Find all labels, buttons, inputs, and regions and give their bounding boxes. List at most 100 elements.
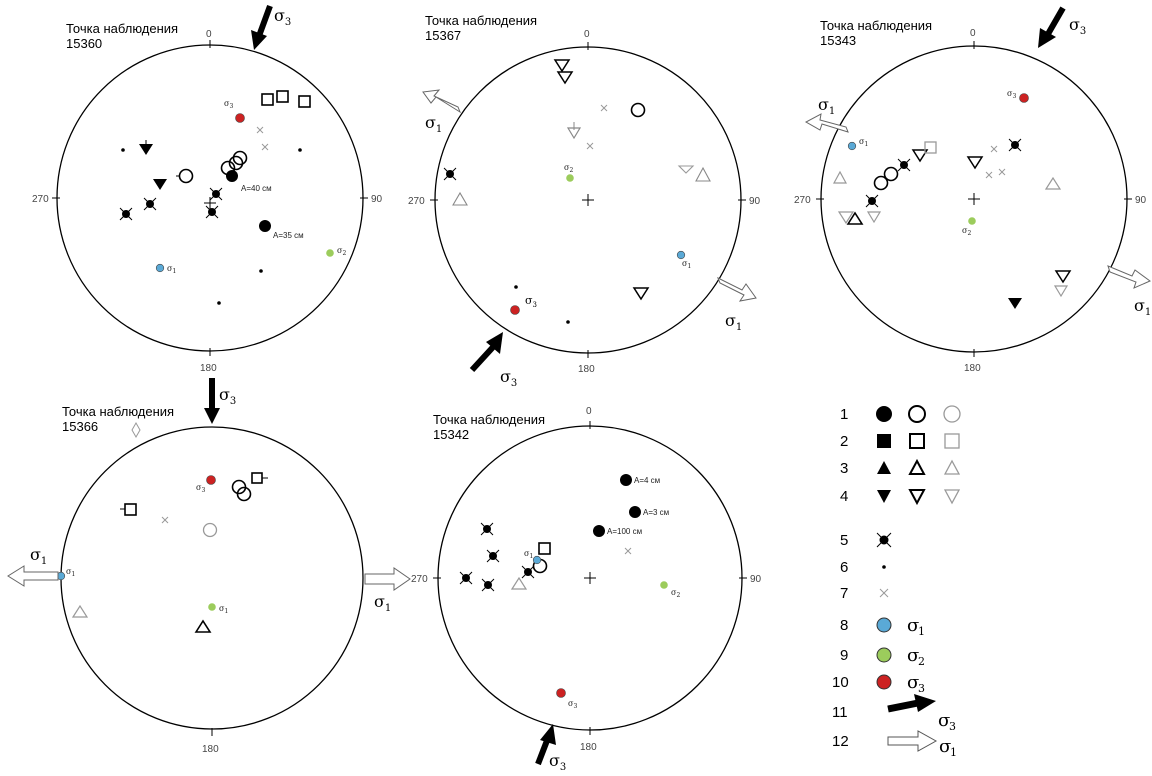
sigma3-point xyxy=(236,114,245,123)
sigma3-arrow xyxy=(1038,8,1063,48)
legend-square-open-light xyxy=(945,434,959,448)
center-cross xyxy=(204,197,216,209)
dot xyxy=(217,301,221,305)
light-diamond xyxy=(132,423,140,437)
open-circle xyxy=(180,170,193,183)
sigma1-arrow-label: σ1 xyxy=(1134,296,1151,318)
sigma3-circle-subscript: 3 xyxy=(918,682,925,695)
deg-180: 180 xyxy=(200,363,217,374)
crossed-star xyxy=(1009,139,1021,151)
legend-triangle-up-filled xyxy=(877,461,891,474)
dot xyxy=(514,285,518,289)
deg-90: 90 xyxy=(371,194,383,205)
legend-number: 4 xyxy=(840,488,848,505)
sigma3-arrow-label: σ3 xyxy=(500,367,517,389)
crossed-star xyxy=(898,159,910,171)
sigma2-label: σ2 xyxy=(564,163,573,174)
crossed-star xyxy=(206,206,218,218)
legend-black-arrow-head xyxy=(914,694,936,712)
legend-white-arrow xyxy=(888,731,936,751)
dot xyxy=(298,148,302,152)
open-triangle-up xyxy=(196,621,210,632)
sigma1-label: σ1 xyxy=(682,259,691,270)
crossed-star xyxy=(144,198,156,210)
deg-270: 270 xyxy=(411,574,428,585)
open-square xyxy=(262,94,273,105)
filled-circle xyxy=(593,525,605,537)
legend-number: 5 xyxy=(840,532,848,549)
light-triangle-up xyxy=(512,578,526,589)
dot xyxy=(259,269,263,273)
grey-cross xyxy=(991,146,997,152)
sigma1-arrow-label: σ1 xyxy=(374,592,391,614)
open-circle xyxy=(632,104,645,117)
filled-triangle-down xyxy=(1008,298,1022,309)
crossed-star xyxy=(522,566,534,578)
sigma2-label: σ2 xyxy=(337,246,346,257)
open-triangle-down xyxy=(555,60,569,71)
sigma1-arrow-label: σ1 xyxy=(30,545,47,567)
filled-triangle-down xyxy=(153,179,167,190)
open-square xyxy=(539,543,550,554)
stereonet-15343: Точка наблюдения 15343 0 180 270 90 xyxy=(794,8,1151,374)
sigma1-arrow-label: σ1 xyxy=(425,113,442,135)
filled-circle xyxy=(629,506,641,518)
deg-180: 180 xyxy=(964,363,981,374)
station-title: Точка наблюдения xyxy=(66,21,178,36)
sigma3-arrow-label: σ3 xyxy=(219,385,236,407)
grey-cross xyxy=(986,172,992,178)
stereonet-15367: Точка наблюдения 15367 0 180 270 90 xyxy=(408,13,761,389)
deg-90: 90 xyxy=(749,196,761,207)
station-number: 15343 xyxy=(820,33,856,48)
station-title: Точка наблюдения xyxy=(820,18,932,33)
grey-cross xyxy=(162,517,168,523)
legend-number: 12 xyxy=(832,733,849,750)
sigma1-arrow xyxy=(718,278,756,301)
grey-cross xyxy=(257,127,263,133)
open-square xyxy=(125,504,136,515)
filled-circle xyxy=(620,474,632,486)
legend-number: 1 xyxy=(840,406,848,423)
deg-180: 180 xyxy=(202,744,219,755)
legend-triangle-down-open-light xyxy=(945,490,959,503)
sigma2-point xyxy=(968,217,976,225)
deg-270: 270 xyxy=(408,196,425,207)
amplitude-label: A=35 см xyxy=(273,231,304,240)
dot xyxy=(121,148,125,152)
crossed-star xyxy=(481,523,493,535)
filled-circle xyxy=(226,170,238,182)
crossed-star xyxy=(866,195,878,207)
sigma2-point xyxy=(566,174,574,182)
amplitude-label: A=40 см xyxy=(241,184,272,193)
crossed-star xyxy=(120,208,132,220)
light-triangle-up xyxy=(73,606,87,617)
sigma1-point xyxy=(677,251,685,259)
sigma1-label: σ1 xyxy=(66,567,75,578)
open-triangle-down xyxy=(1056,271,1070,282)
sigma3-label: σ3 xyxy=(224,99,233,110)
sigma2-circle-swatch xyxy=(877,648,891,662)
sigma3-label: σ3 xyxy=(1007,89,1016,100)
deg-90: 90 xyxy=(750,574,762,585)
sigma1-arrow-label: σ1 xyxy=(818,95,835,117)
legend-number: 3 xyxy=(840,460,848,477)
legend-number: 7 xyxy=(840,585,848,602)
sigma1-point xyxy=(848,142,856,150)
sigma1-arrow-label: σ1 xyxy=(725,311,742,333)
grey-cross xyxy=(999,169,1005,175)
sigma3-point xyxy=(207,476,216,485)
sigma3-circle-swatch xyxy=(877,675,891,689)
sigma2-circle-subscript: 2 xyxy=(918,655,925,668)
sigma1-point xyxy=(156,264,164,272)
stereonet-15342: Точка наблюдения 15342 0 180 270 90 A=4 … xyxy=(411,406,762,773)
station-number: 15360 xyxy=(66,36,102,51)
sigma1-circle-swatch xyxy=(877,618,891,632)
deg-0: 0 xyxy=(970,28,976,39)
light-triangle-up xyxy=(1046,178,1060,189)
stereonet-15360: Точка наблюдения 15360 0 180 270 90 A=40… xyxy=(32,6,383,424)
open-square xyxy=(252,473,262,483)
sigma2-point xyxy=(208,603,216,611)
legend-dot xyxy=(882,565,886,569)
sigma1-circle-subscript: 1 xyxy=(918,625,925,638)
deg-90: 90 xyxy=(1135,195,1147,206)
